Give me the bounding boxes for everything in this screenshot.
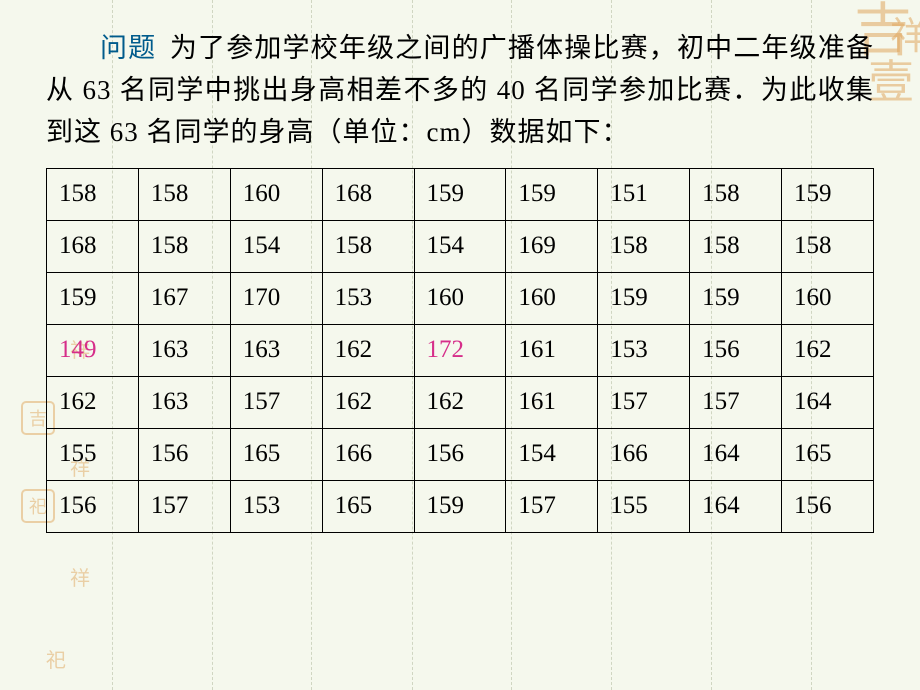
table-cell: 156 <box>690 324 782 376</box>
svg-text:祀: 祀 <box>46 649 66 672</box>
table-cell: 154 <box>414 220 506 272</box>
para-num-2: 40 <box>497 75 526 105</box>
table-cell: 163 <box>230 324 322 376</box>
svg-text:祥: 祥 <box>70 567 90 590</box>
table-cell: 163 <box>138 324 230 376</box>
table-cell: 159 <box>782 168 874 220</box>
table-cell: 159 <box>414 480 506 532</box>
table-cell: 157 <box>230 376 322 428</box>
table-cell: 159 <box>414 168 506 220</box>
table-row: 168158154158154169158158158 <box>47 220 874 272</box>
table-cell: 164 <box>782 376 874 428</box>
table-cell: 158 <box>47 168 139 220</box>
table-cell: 162 <box>782 324 874 376</box>
table-cell: 163 <box>138 376 230 428</box>
table-cell: 153 <box>598 324 690 376</box>
table-cell: 156 <box>782 480 874 532</box>
table-cell: 172 <box>414 324 506 376</box>
table-cell: 155 <box>598 480 690 532</box>
table-cell: 170 <box>230 272 322 324</box>
table-cell: 165 <box>322 480 414 532</box>
table-cell: 166 <box>322 428 414 480</box>
para-text-4: 名同学的身高（单位：cm）数据如下： <box>139 117 630 147</box>
table-cell: 162 <box>322 376 414 428</box>
table-cell: 159 <box>690 272 782 324</box>
table-cell: 159 <box>506 168 598 220</box>
question-label: 问题 <box>100 33 156 63</box>
table-cell: 168 <box>322 168 414 220</box>
table-cell: 158 <box>138 220 230 272</box>
table-cell: 156 <box>138 428 230 480</box>
table-cell: 161 <box>506 376 598 428</box>
table-cell: 159 <box>47 272 139 324</box>
table-cell: 158 <box>322 220 414 272</box>
table-cell: 165 <box>782 428 874 480</box>
table-cell: 157 <box>690 376 782 428</box>
table-cell: 164 <box>690 480 782 532</box>
table-cell: 167 <box>138 272 230 324</box>
table-cell: 162 <box>414 376 506 428</box>
table-cell: 161 <box>506 324 598 376</box>
table-cell: 158 <box>138 168 230 220</box>
table-row: 149163163162172161153156162 <box>47 324 874 376</box>
main-content: 问题为了参加学校年级之间的广播体操比赛，初中二年级准备从 63 名同学中挑出身高… <box>0 0 920 533</box>
table-cell: 159 <box>598 272 690 324</box>
table-row: 155156165166156154166164165 <box>47 428 874 480</box>
table-cell: 157 <box>138 480 230 532</box>
table-cell: 151 <box>598 168 690 220</box>
table-row: 159167170153160160159159160 <box>47 272 874 324</box>
table-cell: 154 <box>230 220 322 272</box>
table-cell: 158 <box>598 220 690 272</box>
table-cell: 149 <box>47 324 139 376</box>
table-cell: 160 <box>230 168 322 220</box>
table-cell: 158 <box>690 168 782 220</box>
table-cell: 155 <box>47 428 139 480</box>
table-cell: 160 <box>506 272 598 324</box>
table-cell: 156 <box>47 480 139 532</box>
para-num-3: 63 <box>110 117 139 147</box>
para-text-2: 名同学中挑出身高相差不多的 <box>112 75 497 105</box>
table-cell: 169 <box>506 220 598 272</box>
table-cell: 156 <box>414 428 506 480</box>
table-cell: 168 <box>47 220 139 272</box>
para-num-1: 63 <box>83 75 112 105</box>
table-cell: 157 <box>598 376 690 428</box>
table-cell: 162 <box>322 324 414 376</box>
seal-icon-5: 祥 <box>60 558 100 598</box>
table-cell: 158 <box>690 220 782 272</box>
table-cell: 154 <box>506 428 598 480</box>
table-cell: 158 <box>782 220 874 272</box>
height-data-table: 1581581601681591591511581591681581541581… <box>46 168 874 533</box>
table-row: 162163157162162161157157164 <box>47 376 874 428</box>
table-cell: 153 <box>322 272 414 324</box>
table-cell: 157 <box>506 480 598 532</box>
table-cell: 160 <box>782 272 874 324</box>
table-cell: 165 <box>230 428 322 480</box>
seal-icon-6: 祀 <box>36 640 76 680</box>
table-cell: 153 <box>230 480 322 532</box>
table-cell: 164 <box>690 428 782 480</box>
table-cell: 160 <box>414 272 506 324</box>
table-cell: 166 <box>598 428 690 480</box>
table-row: 156157153165159157155164156 <box>47 480 874 532</box>
table-row: 158158160168159159151158159 <box>47 168 874 220</box>
problem-paragraph: 问题为了参加学校年级之间的广播体操比赛，初中二年级准备从 63 名同学中挑出身高… <box>46 28 874 154</box>
table-cell: 162 <box>47 376 139 428</box>
